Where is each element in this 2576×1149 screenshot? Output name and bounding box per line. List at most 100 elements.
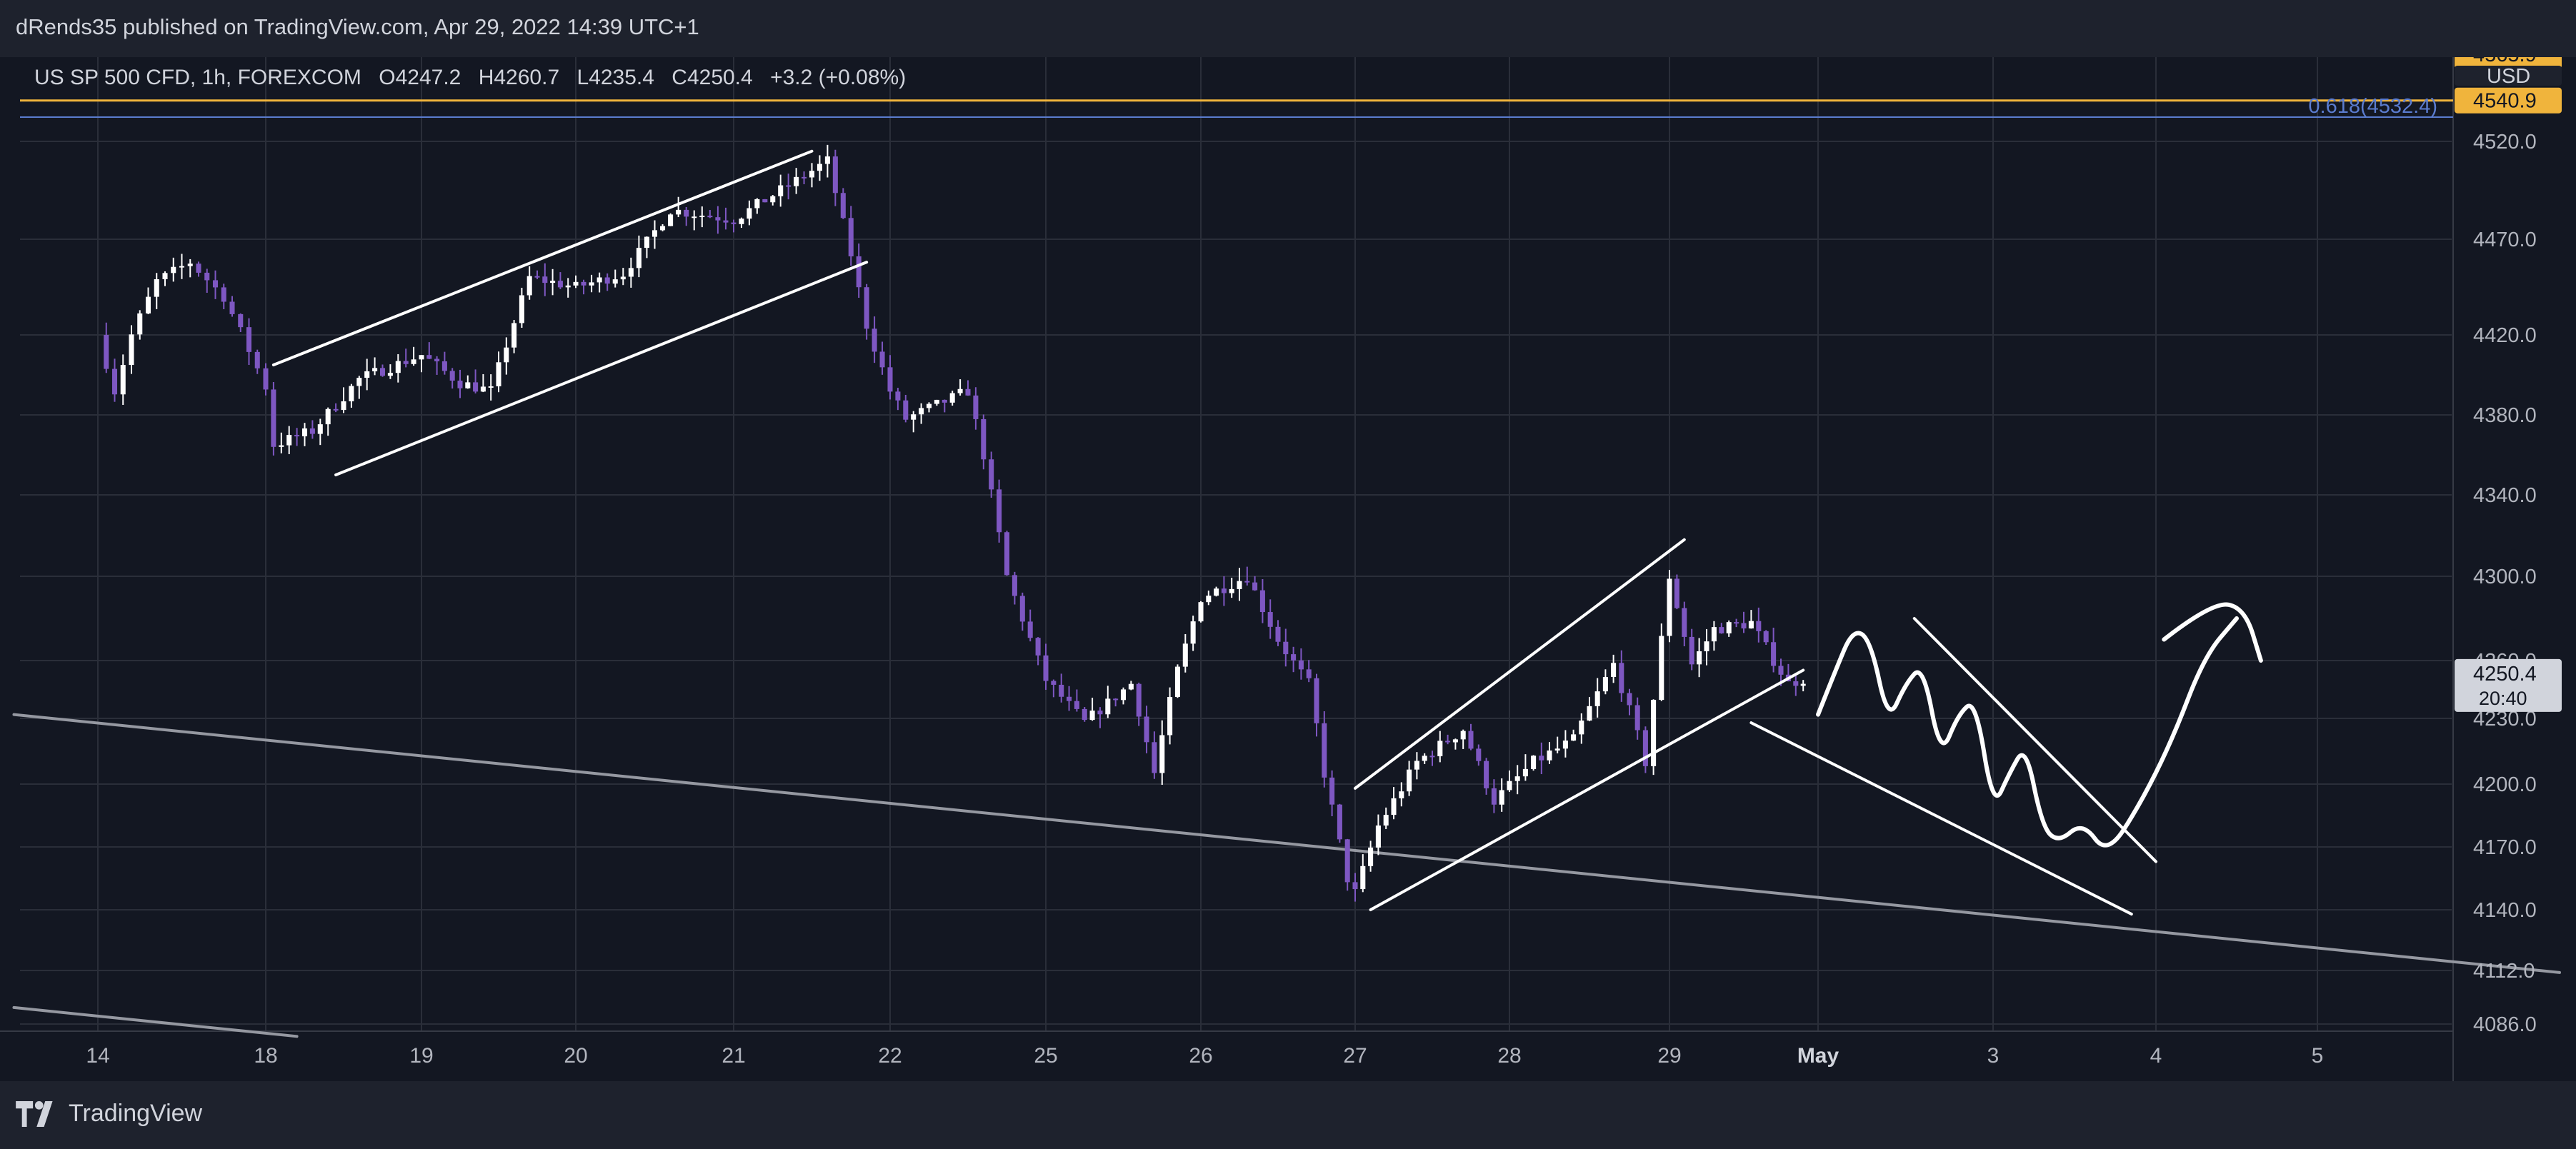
date-tick-label: 21 bbox=[722, 1044, 745, 1068]
candle-up bbox=[1190, 621, 1196, 644]
candle-up bbox=[1360, 865, 1366, 890]
candle-down bbox=[1445, 741, 1451, 743]
candle-up bbox=[1602, 677, 1608, 692]
date-tick-label: 26 bbox=[1189, 1044, 1212, 1068]
candle-down bbox=[856, 256, 862, 288]
candle-up bbox=[1159, 735, 1165, 773]
candle-down bbox=[221, 287, 226, 302]
candle-down bbox=[1291, 654, 1297, 661]
candle-down bbox=[1113, 698, 1119, 701]
candle-up bbox=[364, 371, 370, 378]
candle-up bbox=[778, 185, 784, 196]
candle-down bbox=[903, 400, 909, 420]
candle-down bbox=[731, 222, 737, 224]
publish-text: dRends35 published on TradingView.com, A… bbox=[16, 14, 699, 39]
candle-down bbox=[1259, 590, 1265, 613]
candle-down bbox=[1484, 761, 1489, 788]
candle-down bbox=[1756, 621, 1762, 631]
candle-down bbox=[786, 185, 792, 187]
candle-up bbox=[179, 266, 185, 268]
candle-down bbox=[1314, 678, 1319, 723]
candle-down bbox=[848, 218, 854, 256]
candle-up bbox=[1375, 825, 1381, 848]
candlestick-chart[interactable]: 0.618(4532.4)4520.04470.04420.04380.0434… bbox=[0, 57, 2576, 1081]
candle-up bbox=[1089, 711, 1095, 721]
chart-area[interactable]: 0.618(4532.4) 4520.0 4470.0 4420.0 4380.0 434… bbox=[0, 57, 2576, 1081]
candle-down bbox=[441, 361, 447, 371]
candle-down bbox=[333, 408, 339, 411]
candle-down bbox=[294, 435, 300, 437]
candle-up bbox=[644, 236, 649, 249]
date-tick-label: 27 bbox=[1343, 1044, 1367, 1068]
candle-down bbox=[1329, 777, 1335, 805]
candle-down bbox=[1035, 638, 1041, 656]
candle-up bbox=[120, 365, 126, 395]
candle-up bbox=[949, 393, 955, 403]
candle-down bbox=[1012, 575, 1017, 596]
candle-up bbox=[1174, 666, 1180, 698]
candle-up bbox=[1726, 622, 1732, 633]
currency-label: USD bbox=[2487, 65, 2530, 88]
candle-down bbox=[1252, 582, 1258, 591]
candle-up bbox=[817, 164, 822, 171]
candle-down bbox=[1059, 684, 1064, 697]
price-tick-label: 4470.0 bbox=[2473, 229, 2537, 251]
candle-down bbox=[1468, 731, 1474, 749]
candle-up bbox=[934, 399, 939, 404]
candle-up bbox=[519, 295, 524, 323]
candle-down bbox=[895, 391, 901, 401]
brand-name: TradingView bbox=[69, 1100, 203, 1127]
candle-up bbox=[411, 359, 416, 364]
candle-down bbox=[1337, 804, 1342, 840]
candle-up bbox=[154, 279, 159, 297]
ohlc-close: C4250.4 bbox=[672, 66, 753, 89]
candle-down bbox=[229, 301, 235, 314]
candle-up bbox=[1711, 627, 1717, 642]
candle-up bbox=[911, 414, 917, 420]
candle-up bbox=[1531, 756, 1537, 769]
candle-down bbox=[1778, 666, 1784, 675]
candle-down bbox=[1298, 660, 1304, 670]
candle-up bbox=[286, 435, 292, 446]
symbol-name: US SP 500 CFD, 1h, FOREXCOM bbox=[34, 66, 361, 89]
candle-down bbox=[403, 361, 409, 364]
candle-down bbox=[1027, 621, 1033, 638]
candle-down bbox=[1097, 711, 1103, 715]
candle-down bbox=[1067, 696, 1072, 701]
candle-up bbox=[1214, 588, 1219, 596]
candle-down bbox=[204, 272, 210, 281]
price-tick-label: 4086.0 bbox=[2473, 1013, 2537, 1036]
candle-up bbox=[636, 248, 641, 269]
candle-down bbox=[1244, 581, 1250, 583]
candle-up bbox=[668, 214, 674, 226]
brand[interactable]: TradingView bbox=[16, 1100, 202, 1128]
projection-freehand-line bbox=[1816, 616, 2239, 848]
candle-up bbox=[1562, 741, 1568, 749]
candle-down bbox=[707, 216, 713, 218]
candle-up bbox=[676, 209, 682, 215]
candle-up bbox=[1237, 581, 1242, 589]
candle-down bbox=[212, 280, 219, 288]
projection-arrow-hook bbox=[2162, 602, 2263, 663]
wedge-upper-line bbox=[1912, 617, 2157, 863]
currency-badge bbox=[2455, 66, 2562, 86]
candle-down bbox=[1734, 622, 1739, 624]
candle-up bbox=[137, 313, 143, 335]
candle-down bbox=[111, 368, 118, 395]
channel-2-lower-line bbox=[1369, 668, 1805, 911]
candle-up bbox=[699, 216, 705, 218]
candle-up bbox=[145, 296, 151, 313]
candle-down bbox=[238, 313, 244, 328]
candle-down bbox=[1136, 683, 1142, 717]
candle-up bbox=[129, 334, 134, 366]
candle-up bbox=[1414, 761, 1419, 770]
candle-down bbox=[1221, 588, 1227, 593]
candle-down bbox=[1283, 641, 1289, 655]
candle-up bbox=[1229, 588, 1234, 593]
candle-up bbox=[1399, 791, 1404, 798]
candle-down bbox=[1019, 596, 1025, 622]
candle-down bbox=[1793, 681, 1799, 686]
tradingview-logo-icon bbox=[16, 1100, 53, 1127]
candle-down bbox=[684, 209, 689, 217]
date-tick-label: 29 bbox=[1657, 1044, 1681, 1068]
